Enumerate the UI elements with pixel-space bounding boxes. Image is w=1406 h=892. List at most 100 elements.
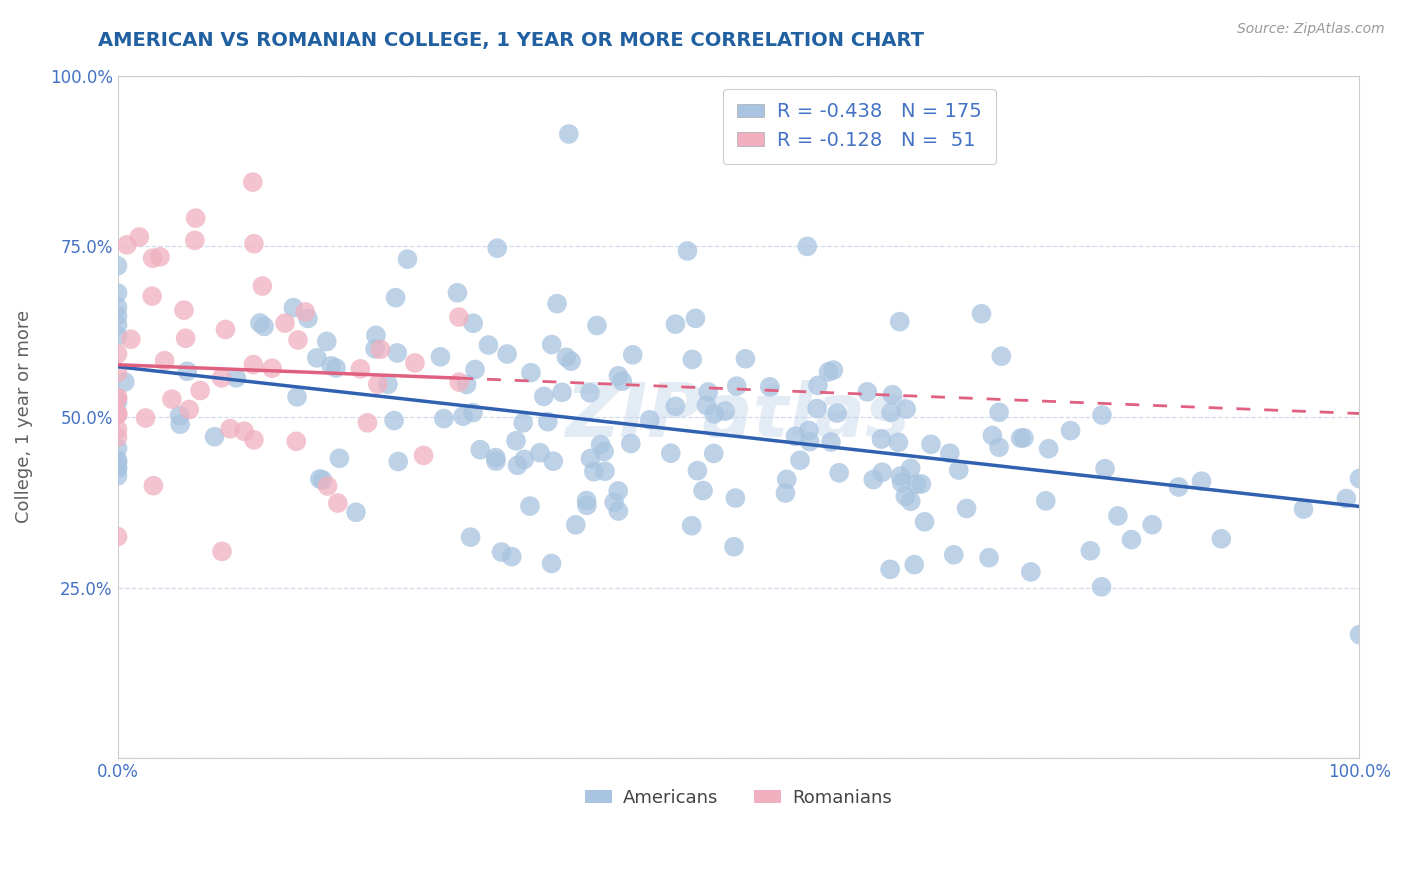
Point <box>233 424 256 438</box>
Point <box>285 434 308 449</box>
Point <box>887 435 910 450</box>
Point <box>519 499 541 513</box>
Point <box>903 558 925 572</box>
Point <box>328 451 350 466</box>
Point <box>160 392 183 406</box>
Point <box>537 415 560 429</box>
Point <box>315 334 337 349</box>
Point <box>1348 471 1371 485</box>
Point <box>367 377 389 392</box>
Point <box>1091 408 1114 422</box>
Point <box>758 380 780 394</box>
Point <box>297 311 319 326</box>
Point <box>797 424 820 438</box>
Point <box>464 362 486 376</box>
Point <box>107 259 129 273</box>
Point <box>107 309 129 323</box>
Point <box>575 499 598 513</box>
Point <box>942 548 965 562</box>
Point <box>889 469 911 483</box>
Point <box>1121 533 1143 547</box>
Point <box>659 446 682 460</box>
Point <box>603 495 626 509</box>
Point <box>387 454 409 468</box>
Point <box>460 530 482 544</box>
Point <box>141 289 163 303</box>
Point <box>107 329 129 343</box>
Point <box>607 368 630 383</box>
Point <box>463 316 485 330</box>
Point <box>449 375 471 389</box>
Point <box>115 237 138 252</box>
Point <box>412 449 434 463</box>
Point <box>225 371 247 385</box>
Point <box>686 464 709 478</box>
Point <box>806 401 828 416</box>
Point <box>364 342 387 356</box>
Point <box>107 455 129 469</box>
Point <box>664 400 686 414</box>
Point <box>107 422 129 436</box>
Point <box>1211 532 1233 546</box>
Point <box>188 384 211 398</box>
Point <box>894 489 917 503</box>
Y-axis label: College, 1 year or more: College, 1 year or more <box>15 310 32 524</box>
Point <box>681 518 703 533</box>
Point <box>1094 461 1116 475</box>
Point <box>862 473 884 487</box>
Point <box>1191 474 1213 488</box>
Point <box>149 250 172 264</box>
Point <box>344 505 367 519</box>
Point <box>107 442 129 456</box>
Point <box>249 316 271 330</box>
Point <box>948 463 970 477</box>
Point <box>382 414 405 428</box>
Point <box>1107 508 1129 523</box>
Point <box>356 416 378 430</box>
Point <box>169 409 191 423</box>
Point <box>607 504 630 518</box>
Point <box>305 351 328 365</box>
Point <box>243 433 266 447</box>
Point <box>384 291 406 305</box>
Point <box>575 493 598 508</box>
Point <box>294 305 316 319</box>
Point <box>387 346 409 360</box>
Point <box>107 430 129 444</box>
Point <box>501 549 523 564</box>
Point <box>512 416 534 430</box>
Point <box>723 540 745 554</box>
Point <box>1167 480 1189 494</box>
Point <box>920 437 942 451</box>
Point <box>593 464 616 478</box>
Point <box>560 354 582 368</box>
Point <box>211 544 233 558</box>
Point <box>173 303 195 318</box>
Point <box>107 366 129 380</box>
Point <box>703 407 725 421</box>
Point <box>107 460 129 475</box>
Point <box>107 453 129 467</box>
Point <box>823 363 845 377</box>
Point <box>870 465 893 479</box>
Point <box>219 422 242 436</box>
Point <box>1078 543 1101 558</box>
Point <box>107 318 129 332</box>
Point <box>990 349 1012 363</box>
Point <box>1010 431 1032 445</box>
Point <box>433 411 456 425</box>
Point <box>287 333 309 347</box>
Point <box>692 483 714 498</box>
Point <box>107 468 129 483</box>
Point <box>1019 565 1042 579</box>
Point <box>107 408 129 422</box>
Point <box>169 417 191 432</box>
Point <box>211 371 233 385</box>
Point <box>529 446 551 460</box>
Point <box>1292 502 1315 516</box>
Point <box>107 407 129 421</box>
Point <box>676 244 699 258</box>
Point <box>128 230 150 244</box>
Point <box>520 366 543 380</box>
Point <box>533 389 555 403</box>
